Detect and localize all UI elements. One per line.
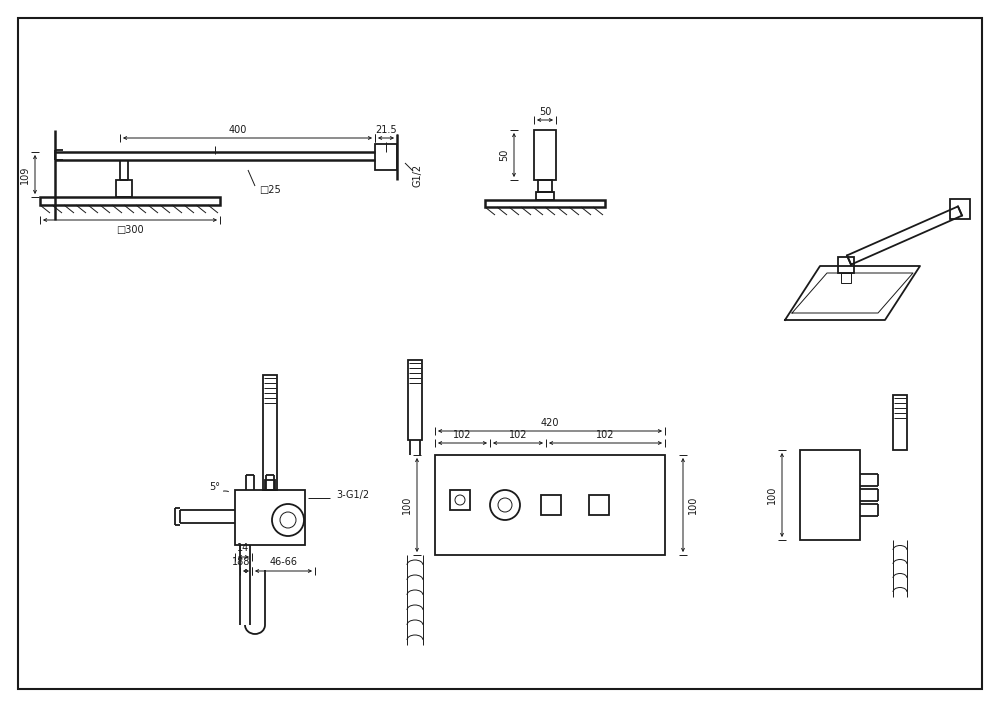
Bar <box>893 395 907 450</box>
Bar <box>116 180 132 197</box>
Text: □25: □25 <box>259 185 281 195</box>
Bar <box>408 360 422 440</box>
Text: 50: 50 <box>539 107 551 117</box>
Text: 102: 102 <box>509 430 527 440</box>
Bar <box>263 375 277 490</box>
Text: 50: 50 <box>499 148 509 161</box>
Bar <box>40 197 220 205</box>
Bar <box>538 180 552 192</box>
Bar <box>485 200 605 207</box>
Text: 102: 102 <box>453 430 472 440</box>
Bar <box>375 144 397 170</box>
Text: 188: 188 <box>232 557 250 567</box>
Bar <box>450 490 470 510</box>
Text: □300: □300 <box>116 225 144 235</box>
Text: 100: 100 <box>402 496 412 514</box>
Text: 46-66: 46-66 <box>270 557 298 567</box>
Bar <box>950 199 970 219</box>
Bar <box>265 480 275 490</box>
Text: 14: 14 <box>237 543 250 553</box>
Bar <box>800 450 860 540</box>
Text: 3-G1/2: 3-G1/2 <box>336 490 370 500</box>
Bar <box>589 495 609 515</box>
Text: 21.5: 21.5 <box>375 125 397 135</box>
Text: 400: 400 <box>228 125 247 135</box>
Bar <box>435 455 665 555</box>
Text: G1/2: G1/2 <box>413 163 423 187</box>
Bar <box>534 130 556 180</box>
Text: 100: 100 <box>688 496 698 514</box>
Text: 420: 420 <box>541 418 559 428</box>
Bar <box>841 273 851 283</box>
Text: 5°: 5° <box>210 482 220 492</box>
Text: 109: 109 <box>20 165 30 184</box>
Text: 100: 100 <box>767 486 777 504</box>
Bar <box>536 192 554 200</box>
Text: 102: 102 <box>596 430 615 440</box>
Bar <box>541 495 561 515</box>
Bar <box>838 257 854 273</box>
Bar <box>235 490 305 545</box>
